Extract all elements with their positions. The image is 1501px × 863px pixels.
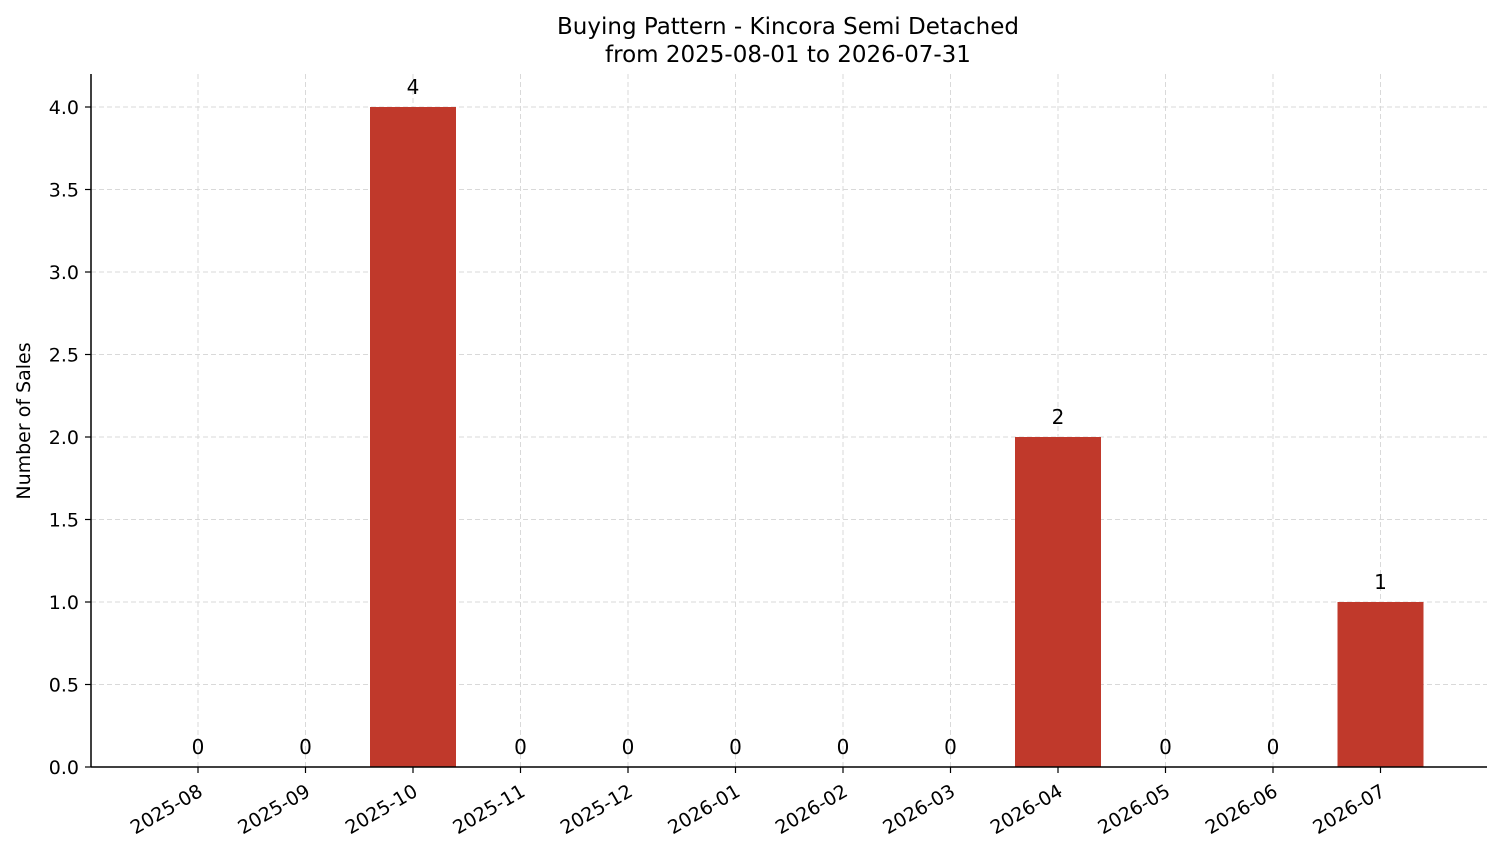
x-tick-label: 2026-01 <box>664 780 744 839</box>
bar-value-label: 0 <box>837 735 850 759</box>
bar-value-label: 0 <box>514 735 527 759</box>
bar-value-label: 0 <box>1267 735 1280 759</box>
x-tick-label: 2026-04 <box>987 780 1067 839</box>
bar-value-label: 0 <box>1159 735 1172 759</box>
y-tick-label: 2.5 <box>49 345 79 367</box>
bar-value-label: 2 <box>1052 405 1065 429</box>
y-tick-label: 2.0 <box>49 427 79 449</box>
y-tick-label: 0.0 <box>49 757 79 779</box>
y-axis-label: Number of Sales <box>13 342 35 499</box>
x-tick-label: 2026-05 <box>1094 780 1174 839</box>
bar-value-label: 0 <box>729 735 742 759</box>
y-tick-label: 0.5 <box>49 675 79 697</box>
bar <box>1337 602 1424 767</box>
axes: 0.0 0.5 1.0 1.5 2.0 2.5 3.0 3.5 4.0 2025-08 2025-0… <box>49 74 1487 839</box>
bar-value-label: 0 <box>622 735 635 759</box>
chart-subtitle: from 2025-08-01 to 2026-07-31 <box>605 42 971 68</box>
x-tick-label: 2026-03 <box>879 780 959 839</box>
x-tick-label: 2025-09 <box>234 780 314 839</box>
bar-value-label: 1 <box>1374 570 1387 594</box>
data-labels: 0 0 4 0 0 0 0 0 2 0 0 1 <box>192 75 1387 759</box>
bar-value-label: 0 <box>944 735 957 759</box>
y-tick-label: 3.5 <box>49 180 79 202</box>
x-tick-label: 2026-06 <box>1202 780 1282 839</box>
y-tick-label: 3.0 <box>49 262 79 284</box>
bar-value-label: 4 <box>407 75 420 99</box>
x-tick-label: 2026-07 <box>1309 780 1389 839</box>
bar-value-label: 0 <box>299 735 312 759</box>
y-tick-label: 4.0 <box>49 97 79 119</box>
bar-value-label: 0 <box>192 735 205 759</box>
x-tick-label: 2026-02 <box>772 780 852 839</box>
x-tick-label: 2025-11 <box>449 780 529 839</box>
bar <box>1015 437 1101 767</box>
y-tick-label: 1.0 <box>49 592 79 614</box>
chart-title: Buying Pattern - Kincora Semi Detached <box>557 14 1019 40</box>
x-tick-label: 2025-08 <box>127 780 207 839</box>
bar <box>370 107 456 767</box>
x-tick-label: 2025-10 <box>342 780 422 839</box>
x-tick-label: 2025-12 <box>557 780 637 839</box>
grid <box>91 74 1487 768</box>
y-tick-label: 1.5 <box>49 510 79 532</box>
bars <box>370 107 1424 767</box>
